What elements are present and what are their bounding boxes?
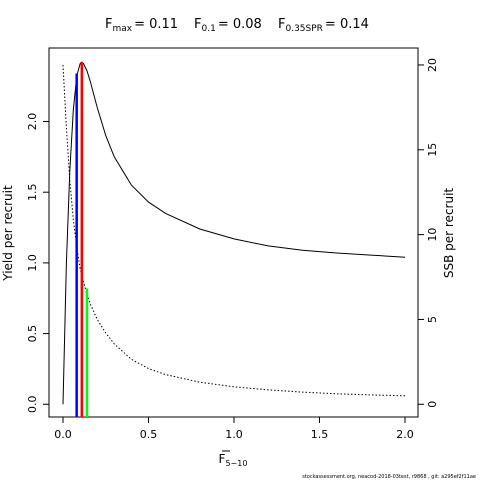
y-axis-right: 0 5 10 15 20: [418, 58, 439, 408]
reference-lines: [75, 62, 89, 417]
x-tick-label-1: 0.5: [140, 428, 158, 441]
y-tick-label-1: 0.5: [26, 325, 39, 343]
chart-title: Fmax = 0.11 F0.1 = 0.08 F0.35SPR = 0.14: [105, 17, 369, 34]
y-tick-label-0: 0.0: [26, 396, 39, 414]
x-tick-label-4: 2.0: [396, 428, 414, 441]
y-axis-label: Yield per recruit: [1, 185, 15, 282]
x-axis: 0.0 0.5 1.0 1.5 2.0: [54, 417, 414, 441]
y-axis-left: 0.0 0.5 1.0 1.5 2.0: [26, 113, 49, 413]
x-axis-label: F5−10: [219, 452, 248, 468]
y2-tick-label-1: 5: [426, 316, 439, 323]
plot-frame: [48, 47, 419, 418]
y-tick-label-2: 1.0: [26, 254, 39, 272]
x-tick-label-2: 1.0: [225, 428, 243, 441]
title-f01: F0.1 = 0.08: [194, 17, 262, 34]
ssb-per-recruit-line: [62, 64, 406, 397]
x-tick-label-0: 0.0: [54, 428, 72, 441]
y2-tick-label-0: 0: [426, 401, 439, 408]
y2-tick-label-2: 10: [426, 228, 439, 242]
y2-tick-label-3: 15: [426, 143, 439, 157]
y-tick-label-3: 1.5: [26, 183, 39, 201]
yield-per-recruit-line: [62, 61, 406, 405]
x-tick-label-3: 1.5: [311, 428, 329, 441]
y2-tick-label-4: 20: [426, 58, 439, 72]
title-fmax: Fmax = 0.11: [105, 17, 178, 34]
footer-note: stockassessment.org, neacod-2018-03test,…: [302, 474, 476, 480]
y-tick-label-4: 2.0: [26, 113, 39, 131]
y2-axis-label: SSB per recruit: [442, 188, 456, 279]
title-fspr: F0.35SPR = 0.14: [278, 17, 369, 34]
